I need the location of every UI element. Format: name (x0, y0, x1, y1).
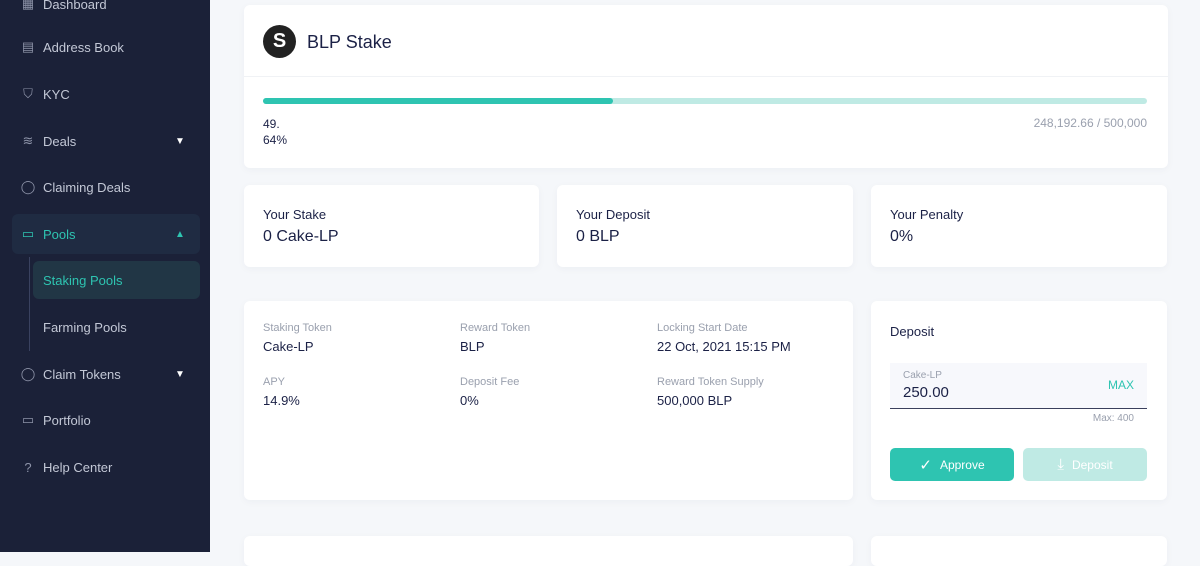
progress-fill (263, 98, 614, 104)
detail-label: Deposit Fee (460, 376, 520, 388)
submenu-line (29, 257, 30, 351)
sidebar-item-deals[interactable]: ≋ Deals ▼ (0, 121, 210, 161)
progress-percent-part: 49. (263, 117, 280, 131)
max-button[interactable]: MAX (1107, 378, 1134, 392)
detail-label: Locking Start Date (657, 322, 748, 334)
detail-value: BLP (460, 339, 485, 354)
sidebar-item-staking-pools[interactable]: Staking Pools (33, 261, 200, 299)
detail-label: Reward Token Supply (657, 376, 764, 388)
detail-value: 0% (460, 393, 479, 408)
input-label: Cake-LP (903, 370, 942, 381)
download-icon: ⤓ (1057, 456, 1064, 473)
detail-value: 22 Oct, 2021 15:15 PM (657, 339, 791, 354)
input-value: 250.00 (903, 384, 949, 401)
detail-label: Staking Token (263, 322, 332, 334)
chevron-up-icon: ▲ (175, 228, 185, 240)
deposit-label: Deposit (1071, 457, 1113, 472)
sidebar-item-pools[interactable]: ▭ Pools ▲ (12, 214, 200, 254)
sidebar-item-farming-pools[interactable]: Farming Pools (43, 319, 127, 335)
coins-icon: ◯ (20, 179, 36, 194)
deposit-button[interactable]: ⤓ Deposit (1023, 448, 1147, 481)
progress-bar (263, 98, 1147, 104)
stat-label: Your Stake (263, 207, 327, 222)
sidebar-item-claiming-deals[interactable]: ◯ Claiming Deals (20, 179, 131, 195)
deposit-title: Deposit (890, 324, 935, 339)
detail-value: 14.9% (263, 393, 300, 408)
stat-your-penalty: Your Penalty 0% (871, 185, 1167, 267)
deposit-amount-input[interactable]: Cake-LP 250.00 MAX (890, 363, 1147, 409)
chevron-down-icon: ▼ (175, 135, 185, 147)
sidebar: ▦ Dashboard ▤ Address Book ⛉ KYC ≋ Deals ▼ ◯ C… (0, 0, 210, 552)
lower-card (244, 536, 853, 566)
stat-value: 0 BLP (576, 228, 620, 245)
sidebar-item-kyc[interactable]: ⛉ KYC (0, 74, 210, 114)
detail-label: APY (263, 376, 286, 388)
ticket-icon: ▭ (21, 226, 35, 241)
max-note: Max: 400 (1092, 413, 1134, 424)
lower-card (871, 536, 1167, 566)
sidebar-item-help-center[interactable]: ? Help Center (0, 447, 210, 487)
progress-percent-part: 64% (263, 133, 288, 147)
approve-button[interactable]: ✓ Approve (890, 448, 1014, 481)
book-icon: ▤ (21, 39, 35, 54)
approve-label: Approve (939, 457, 985, 472)
help-icon: ? (24, 459, 32, 475)
pool-title: BLP Stake (307, 32, 392, 52)
progress-amount: 248,192.66 / 500,000 (1033, 116, 1147, 130)
stat-label: Your Penalty (890, 207, 964, 222)
sidebar-item-address-book[interactable]: ▤ Address Book (21, 39, 124, 55)
pool-header-card: S BLP Stake 49. 64% 248,192.66 / 500,000 (244, 5, 1168, 168)
layers-icon: ≋ (22, 133, 34, 148)
chevron-down-icon: ▼ (175, 368, 185, 380)
sidebar-item-claim-tokens[interactable]: ◯ Claim Tokens ▼ (20, 366, 185, 382)
stat-label: Your Deposit (576, 207, 650, 222)
coins-icon: ◯ (20, 366, 36, 381)
stat-your-deposit: Your Deposit 0 BLP (557, 185, 853, 267)
sidebar-item-dashboard[interactable]: ▦ Dashboard (0, 0, 210, 24)
deposit-card: Deposit Cake-LP 250.00 MAX Max: 400 ✓ App… (871, 301, 1167, 500)
wallet-icon: ▭ (21, 412, 35, 427)
detail-value: 500,000 BLP (657, 393, 733, 408)
detail-label: Reward Token (460, 322, 531, 334)
shield-user-icon: ⛉ (23, 86, 33, 101)
stat-value: 0% (890, 228, 914, 245)
pool-logo-icon: S (263, 25, 296, 58)
progress-percent: 49. 64% (263, 116, 287, 148)
sidebar-item-portfolio[interactable]: ▭ Portfolio (21, 412, 91, 428)
stat-value: 0 Cake-LP (263, 228, 339, 245)
stat-your-stake: Your Stake 0 Cake-LP (244, 185, 539, 267)
pool-details-card: Staking Token Cake-LP Reward Token BLP Loc… (244, 301, 853, 500)
grid-icon: ▦ (21, 0, 35, 11)
detail-value: Cake-LP (263, 339, 314, 354)
check-icon: ✓ (919, 456, 932, 474)
